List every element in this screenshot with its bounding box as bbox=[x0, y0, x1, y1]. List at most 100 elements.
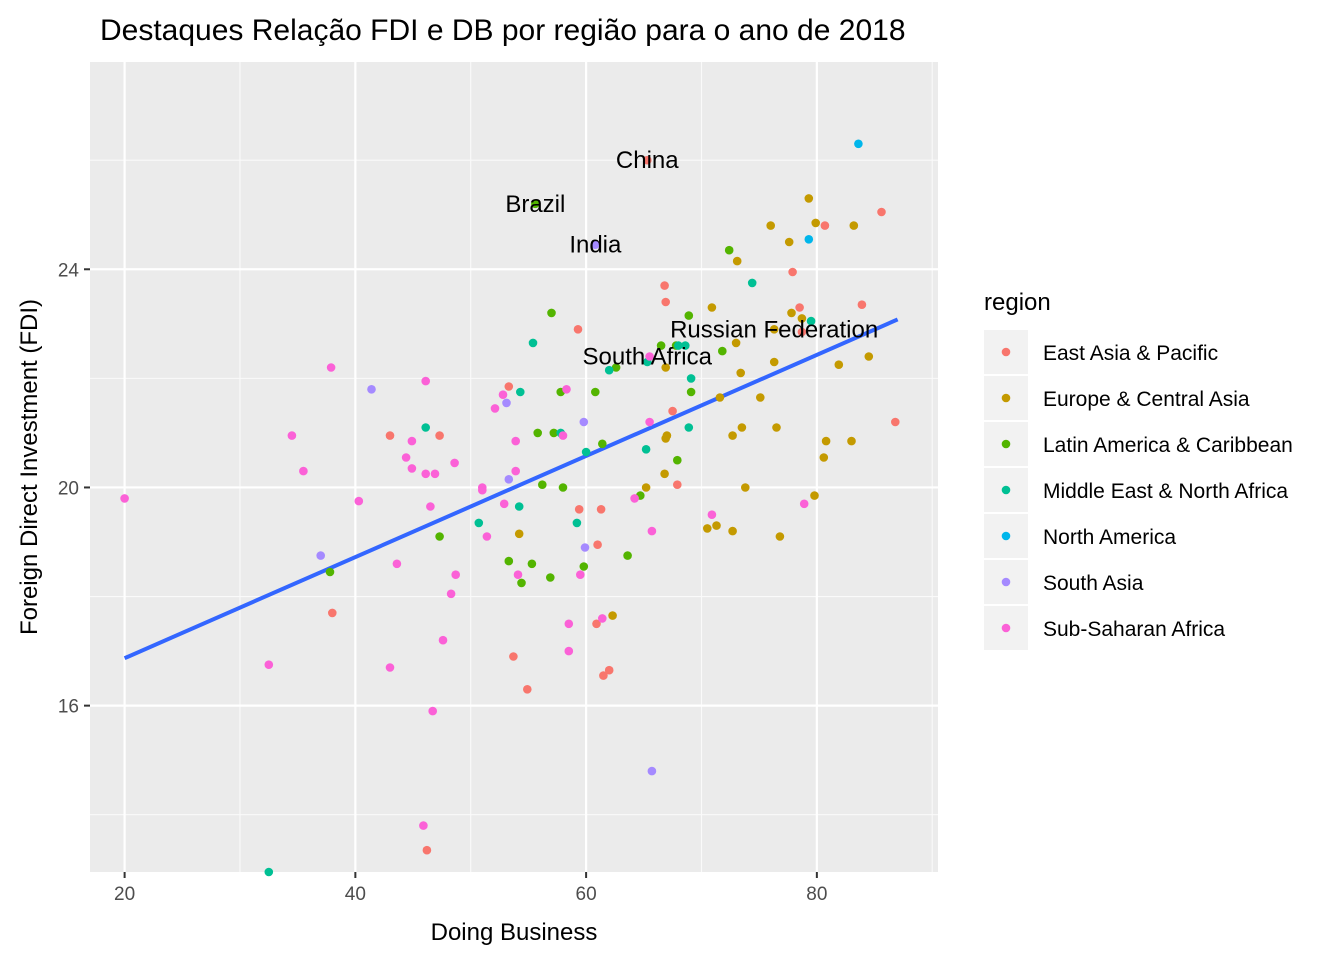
y-tick-label: 16 bbox=[58, 697, 79, 718]
data-point bbox=[623, 551, 632, 560]
data-point bbox=[527, 559, 537, 569]
data-point bbox=[531, 199, 540, 209]
legend-label: Europe & Central Asia bbox=[1043, 388, 1250, 411]
point-label: India bbox=[569, 232, 622, 259]
x-tick-label: 40 bbox=[345, 884, 366, 905]
data-point bbox=[435, 431, 444, 440]
point-label: Brazil bbox=[505, 191, 565, 218]
data-point bbox=[564, 646, 574, 656]
data-point bbox=[611, 363, 621, 372]
data-point bbox=[598, 614, 607, 623]
data-point bbox=[367, 385, 376, 394]
plot-panel bbox=[90, 62, 938, 872]
data-point bbox=[450, 458, 459, 468]
data-point bbox=[574, 505, 584, 514]
data-point bbox=[598, 439, 607, 449]
data-point bbox=[513, 570, 523, 579]
data-point bbox=[407, 464, 417, 473]
data-point bbox=[401, 453, 411, 462]
data-point bbox=[596, 505, 606, 514]
data-point bbox=[514, 502, 524, 511]
data-point bbox=[385, 663, 395, 672]
data-point bbox=[580, 543, 590, 552]
data-point bbox=[673, 480, 682, 490]
data-point bbox=[474, 518, 484, 528]
data-point bbox=[728, 431, 737, 440]
x-tick-label: 60 bbox=[576, 884, 597, 905]
legend-swatch bbox=[1001, 439, 1011, 449]
data-point bbox=[660, 469, 669, 479]
data-point bbox=[849, 221, 859, 230]
data-point bbox=[421, 469, 431, 479]
data-point bbox=[528, 338, 538, 348]
data-point bbox=[438, 635, 448, 645]
data-point bbox=[430, 469, 440, 479]
data-point bbox=[810, 491, 819, 500]
point-label: South Africa bbox=[583, 344, 713, 371]
legend-swatch bbox=[1001, 531, 1011, 541]
y-tick-label: 20 bbox=[58, 478, 79, 499]
data-point bbox=[797, 314, 807, 323]
data-point bbox=[703, 524, 712, 533]
legend: region East Asia & Pacific Europe & Centr… bbox=[984, 289, 1293, 650]
data-point bbox=[446, 589, 456, 599]
data-point bbox=[686, 387, 696, 397]
data-point bbox=[811, 218, 820, 228]
point-label: Russian Federation bbox=[670, 316, 878, 343]
data-point bbox=[593, 540, 602, 549]
legend-label: South Asia bbox=[1043, 572, 1144, 595]
data-point bbox=[579, 417, 589, 427]
data-point bbox=[641, 445, 651, 454]
data-point bbox=[435, 532, 444, 541]
data-point bbox=[686, 374, 696, 383]
data-point bbox=[392, 559, 402, 569]
data-point bbox=[421, 423, 431, 432]
data-point bbox=[591, 387, 600, 397]
y-tick-label: 24 bbox=[58, 260, 80, 281]
data-point bbox=[422, 845, 432, 855]
x-axis-title: Doing Business bbox=[431, 919, 598, 946]
data-point bbox=[728, 526, 737, 536]
data-point bbox=[564, 619, 574, 629]
data-point bbox=[681, 341, 690, 350]
data-point bbox=[558, 483, 568, 492]
data-point bbox=[775, 532, 785, 541]
data-point bbox=[299, 466, 308, 476]
minor-gridlines bbox=[90, 62, 938, 872]
data-point bbox=[673, 455, 682, 465]
data-point bbox=[877, 207, 886, 217]
data-point bbox=[514, 529, 524, 539]
data-point bbox=[766, 221, 775, 230]
data-point bbox=[591, 240, 600, 249]
data-point bbox=[573, 325, 583, 334]
data-point bbox=[581, 447, 591, 457]
legend-label: North America bbox=[1043, 526, 1176, 549]
data-point bbox=[502, 398, 511, 408]
data-point bbox=[857, 300, 867, 310]
data-point bbox=[523, 685, 532, 694]
data-point bbox=[428, 706, 438, 716]
data-point bbox=[847, 436, 856, 446]
data-point bbox=[407, 436, 417, 446]
data-point bbox=[421, 376, 431, 386]
data-point bbox=[326, 363, 336, 372]
data-point bbox=[769, 357, 779, 367]
data-point bbox=[645, 417, 654, 427]
data-point bbox=[498, 390, 508, 400]
data-point bbox=[482, 532, 492, 541]
data-point bbox=[732, 256, 742, 266]
data-point bbox=[517, 578, 526, 588]
x-tick-label: 20 bbox=[114, 884, 135, 905]
legend-swatch bbox=[1001, 623, 1011, 633]
legend-label: Latin America & Caribbean bbox=[1043, 434, 1293, 457]
data-point bbox=[120, 494, 129, 503]
data-point bbox=[354, 496, 364, 506]
data-point bbox=[718, 346, 727, 356]
data-point bbox=[661, 363, 670, 372]
y-axis-title: Foreign Direct Investment (FDI) bbox=[16, 299, 43, 635]
data-point bbox=[504, 382, 514, 391]
data-point bbox=[787, 308, 796, 318]
data-point bbox=[558, 431, 568, 440]
data-point bbox=[891, 417, 900, 427]
data-point bbox=[608, 611, 617, 620]
